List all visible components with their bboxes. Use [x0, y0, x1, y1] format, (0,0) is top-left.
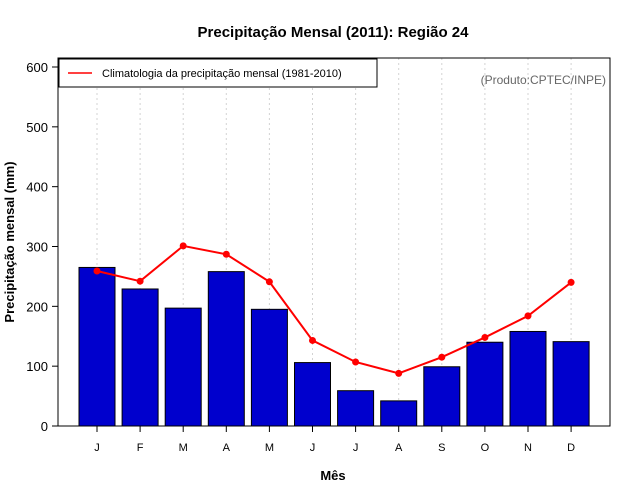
- climatology-point: [395, 369, 403, 377]
- y-axis-title: Precipitação mensal (mm): [2, 161, 17, 322]
- x-tick-label: J: [94, 442, 100, 454]
- climatology-point: [222, 250, 230, 258]
- y-tick-label: 0: [41, 419, 48, 434]
- climatology-point: [136, 277, 144, 285]
- bar: [466, 341, 504, 427]
- x-tick-label: F: [137, 442, 144, 454]
- x-tick-label: J: [310, 442, 316, 454]
- credit-text: (Produto:CPTEC/INPE): [481, 73, 606, 87]
- climatology-line: [93, 242, 575, 377]
- climatology-polyline: [96, 244, 572, 375]
- x-axis-title: Mês: [320, 468, 345, 483]
- climatology-point: [265, 278, 273, 286]
- x-tick-label: A: [223, 442, 231, 454]
- bar: [294, 362, 331, 427]
- bar: [78, 266, 116, 427]
- bar: [423, 366, 461, 427]
- x-tick-label: D: [567, 442, 575, 454]
- climatology-point: [93, 267, 101, 275]
- x-tick-label: M: [179, 442, 188, 454]
- y-tick-label: 600: [26, 60, 48, 75]
- climatology-point: [481, 333, 489, 341]
- legend-label: Climatologia da precipitação mensal (198…: [102, 68, 342, 80]
- bars: [78, 266, 590, 427]
- climatology-point: [438, 353, 446, 361]
- climatology-point: [179, 242, 187, 250]
- x-tick-label: M: [265, 442, 274, 454]
- legend: Climatologia da precipitação mensal (198…: [58, 58, 378, 88]
- bar: [121, 288, 159, 427]
- climatology-point: [567, 278, 575, 286]
- y-tick-label: 200: [26, 299, 48, 314]
- bar: [509, 330, 547, 427]
- climatology-point: [309, 336, 316, 344]
- bar: [552, 341, 590, 427]
- legend-box: [58, 58, 378, 88]
- y-tick-label: 400: [26, 180, 48, 195]
- bar: [380, 400, 418, 427]
- y-tick-label: 300: [26, 240, 48, 255]
- x-tick-label: O: [481, 442, 490, 454]
- x-tick-label: N: [524, 442, 532, 454]
- plot-frame: [57, 57, 611, 427]
- chart-title: Precipitação Mensal (2011): Região 24: [198, 24, 470, 41]
- x-tick-label: A: [395, 442, 403, 454]
- y-axis: 0 100 200 300 400 500 600: [26, 60, 58, 434]
- climatology-point: [352, 358, 360, 366]
- x-tick-label: J: [353, 442, 359, 454]
- y-tick-label: 100: [26, 359, 48, 374]
- climatology-point: [524, 312, 532, 320]
- bar: [337, 390, 375, 427]
- y-tick-label: 500: [26, 120, 48, 135]
- bar: [250, 308, 288, 427]
- x-tick-label: S: [438, 442, 445, 454]
- bar: [164, 307, 202, 427]
- bar: [207, 271, 245, 427]
